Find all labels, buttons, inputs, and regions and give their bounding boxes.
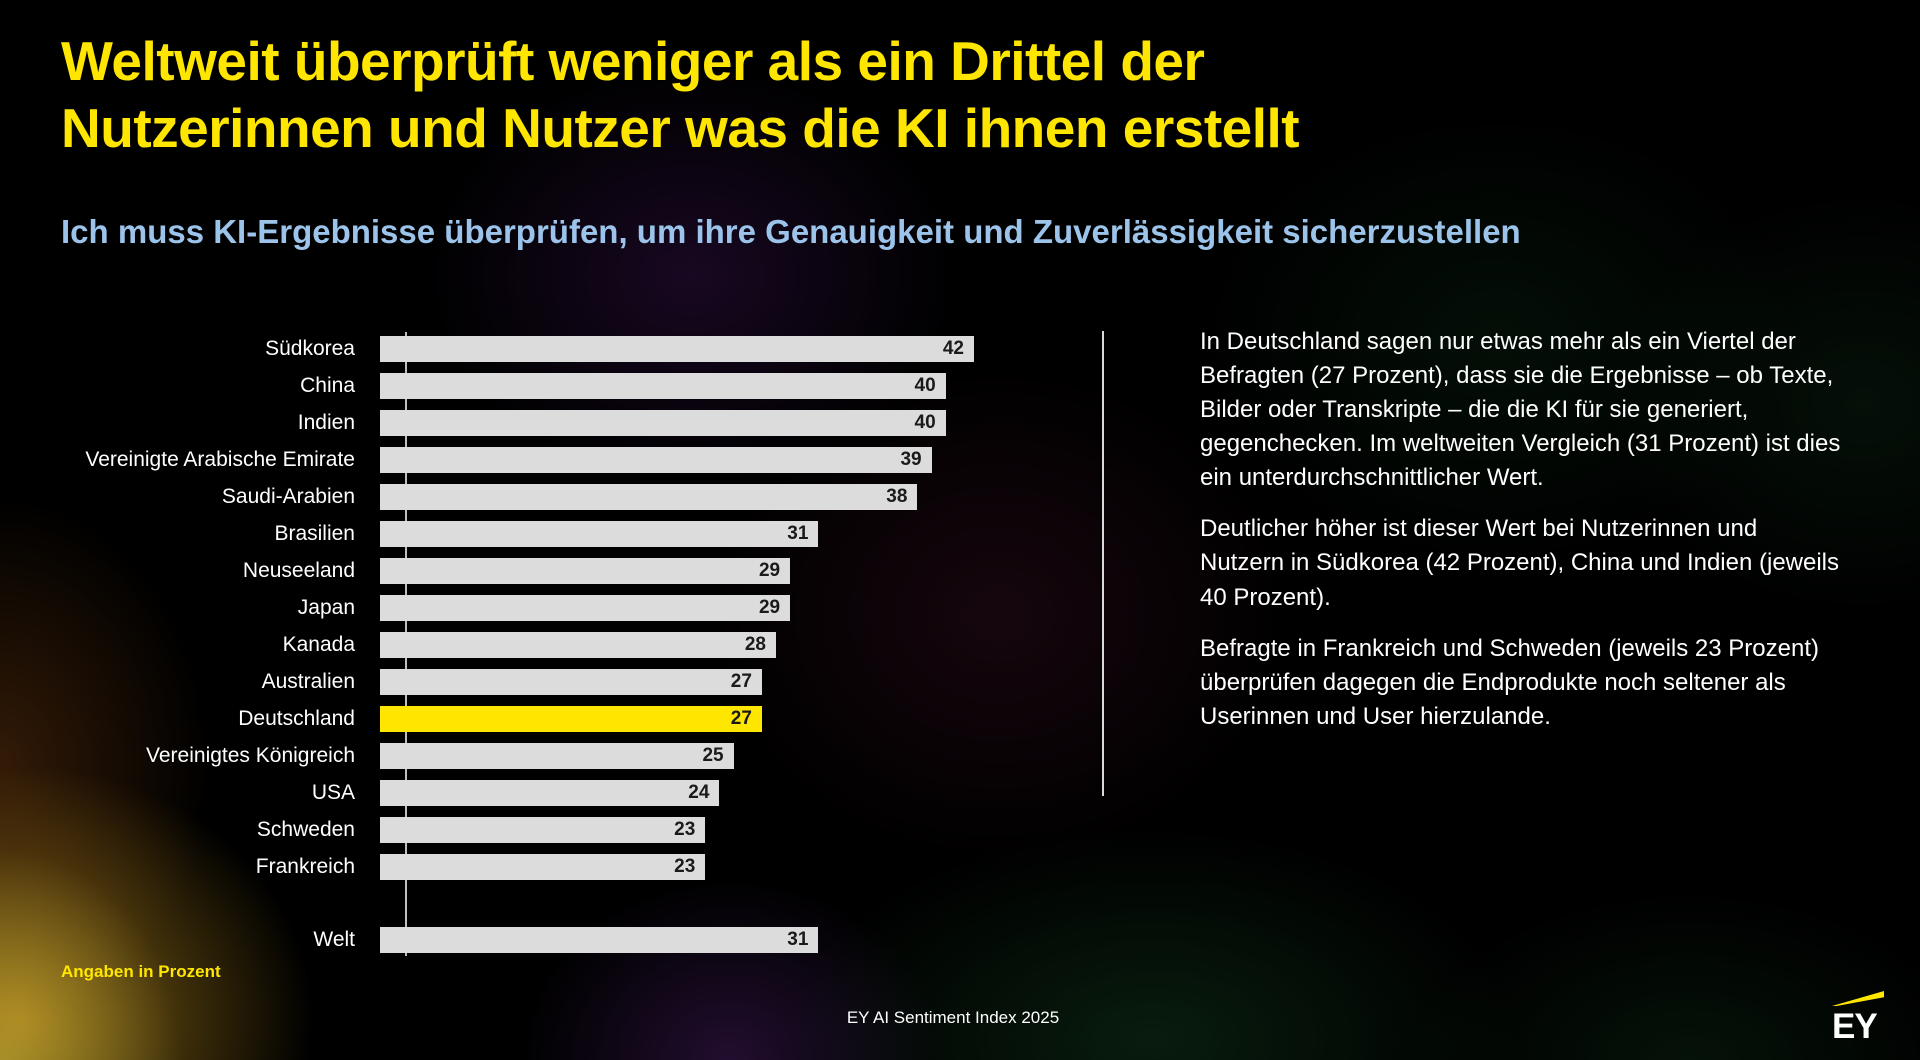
ey-logo-text: EY <box>1832 1007 1878 1046</box>
bar-value: 29 <box>758 559 781 581</box>
bar-row: Saudi-Arabien 38 <box>60 478 1060 515</box>
category-label: Australien <box>261 669 355 693</box>
bar: 29 <box>380 557 791 584</box>
annotation-paragraph-3: Befragte in Frankreich und Schweden (jew… <box>1200 634 1819 730</box>
bar-row: Kanada 28 <box>60 626 1060 663</box>
bar-track: 24 <box>380 779 980 806</box>
bar-value: 42 <box>942 337 964 359</box>
category-label: Japan <box>297 595 355 619</box>
category-label: Schweden <box>256 817 355 841</box>
category-label: Vereinigte Arabische Emirate <box>85 447 355 471</box>
bar: 28 <box>380 631 776 658</box>
page-title-line-2: Nutzerinnen und Nutzer was die KI ihnen … <box>61 97 1300 160</box>
bar-row: Deutschland 27 <box>60 700 1060 737</box>
ey-logo: EY <box>1832 991 1886 1044</box>
category-label: China <box>300 373 355 397</box>
bar: 27 <box>380 705 762 732</box>
bar-value: 38 <box>886 485 908 507</box>
annotation-paragraph-2: Deutlicher höher ist dieser Wert bei Nut… <box>1200 515 1840 611</box>
bar-row: Neuseeland 29 <box>60 552 1060 589</box>
bar-row: China 40 <box>60 367 1060 404</box>
category-label: Neuseeland <box>242 558 355 582</box>
bar-value: 39 <box>900 448 922 470</box>
annotation-text: In Deutschland sagen nur etwas mehr als … <box>1200 325 1845 751</box>
category-label: Südkorea <box>265 336 355 360</box>
bar-value: 23 <box>674 855 696 877</box>
category-label: Frankreich <box>255 854 355 878</box>
bar-track: 29 <box>380 594 980 621</box>
category-label: Saudi-Arabien <box>221 484 355 508</box>
bar-track: 23 <box>380 853 980 880</box>
category-label: Vereinigtes Königreich <box>146 743 355 767</box>
bar-value: 27 <box>730 670 752 692</box>
bar: 24 <box>380 779 720 806</box>
bar-row: Welt 31 <box>60 921 1060 958</box>
bar: 40 <box>380 409 946 436</box>
source-caption: EY AI Sentiment Index 2025 <box>846 1008 1060 1027</box>
ey-beam-icon <box>1832 991 1884 1006</box>
bar-row: Brasilien 31 <box>60 515 1060 552</box>
bar-row: USA 24 <box>60 774 1060 811</box>
category-label: Kanada <box>282 632 355 656</box>
category-label: Deutschland <box>238 706 355 730</box>
bar: 40 <box>380 372 946 399</box>
category-label: Welt <box>313 927 355 951</box>
bar-row: Schweden 23 <box>60 811 1060 848</box>
bar-value: 24 <box>688 781 710 803</box>
bar-track: 28 <box>380 631 980 658</box>
vertical-divider <box>1102 331 1104 796</box>
bar-value: 31 <box>787 928 809 950</box>
bar-track: 27 <box>380 668 980 695</box>
bar-row: Südkorea 42 <box>60 330 1060 367</box>
bar-track: 25 <box>380 742 980 769</box>
category-label: Brasilien <box>274 521 355 545</box>
unit-note: Angaben in Prozent <box>61 962 221 981</box>
page-title-line-1: Weltweit überprüft weniger als ein Dritt… <box>61 30 1205 92</box>
bar: 31 <box>380 520 819 547</box>
bar: 38 <box>380 483 918 510</box>
bar-value: 25 <box>702 744 724 766</box>
bar: 25 <box>380 742 734 769</box>
bar-row: Vereinigtes Königreich 25 <box>60 737 1060 774</box>
bar-row: Australien 27 <box>60 663 1060 700</box>
bar-chart: Südkorea 42 China 40 Indien 40 Vereinigte Arab… <box>60 330 1060 958</box>
bar: 27 <box>380 668 762 695</box>
bar-value: 28 <box>744 633 766 655</box>
bar-track: 38 <box>380 483 980 510</box>
bar-track: 42 <box>380 335 980 362</box>
bar-row: Japan 29 <box>60 589 1060 626</box>
category-label: Indien <box>297 410 355 434</box>
page-title: Weltweit überprüft weniger als ein Dritt… <box>61 28 1461 162</box>
bar-track: 31 <box>380 926 980 953</box>
bar-track: 23 <box>380 816 980 843</box>
bar-value: 40 <box>914 411 936 433</box>
bar-value: 29 <box>758 596 781 618</box>
bar-value: 23 <box>674 818 696 840</box>
category-label: USA <box>311 780 355 804</box>
bar: 29 <box>380 594 791 621</box>
annotation-paragraph-1: In Deutschland sagen nur etwas mehr als … <box>1200 328 1841 492</box>
bar-row: Indien 40 <box>60 404 1060 441</box>
chart-subtitle: Ich muss KI-Ergebnisse überprüfen, um ih… <box>61 213 1521 250</box>
bar-row: Vereinigte Arabische Emirate 39 <box>60 441 1060 478</box>
bar-chart-rows: Südkorea 42 China 40 Indien 40 Vereinigte Arab… <box>60 330 1060 958</box>
bar: 23 <box>380 816 706 843</box>
bar-track: 40 <box>380 409 980 436</box>
bar: 23 <box>380 853 706 880</box>
bar-track: 27 <box>380 705 980 732</box>
bar-value: 40 <box>914 374 936 396</box>
bar: 31 <box>380 926 819 953</box>
bar-value: 31 <box>787 522 809 544</box>
bar-track: 40 <box>380 372 980 399</box>
bar-track: 39 <box>380 446 980 473</box>
bar-track: 31 <box>380 520 980 547</box>
bar: 42 <box>380 335 974 362</box>
bar-row: Frankreich 23 <box>60 848 1060 885</box>
bar-track: 29 <box>380 557 980 584</box>
bar: 39 <box>380 446 932 473</box>
bar-value: 27 <box>730 707 752 729</box>
